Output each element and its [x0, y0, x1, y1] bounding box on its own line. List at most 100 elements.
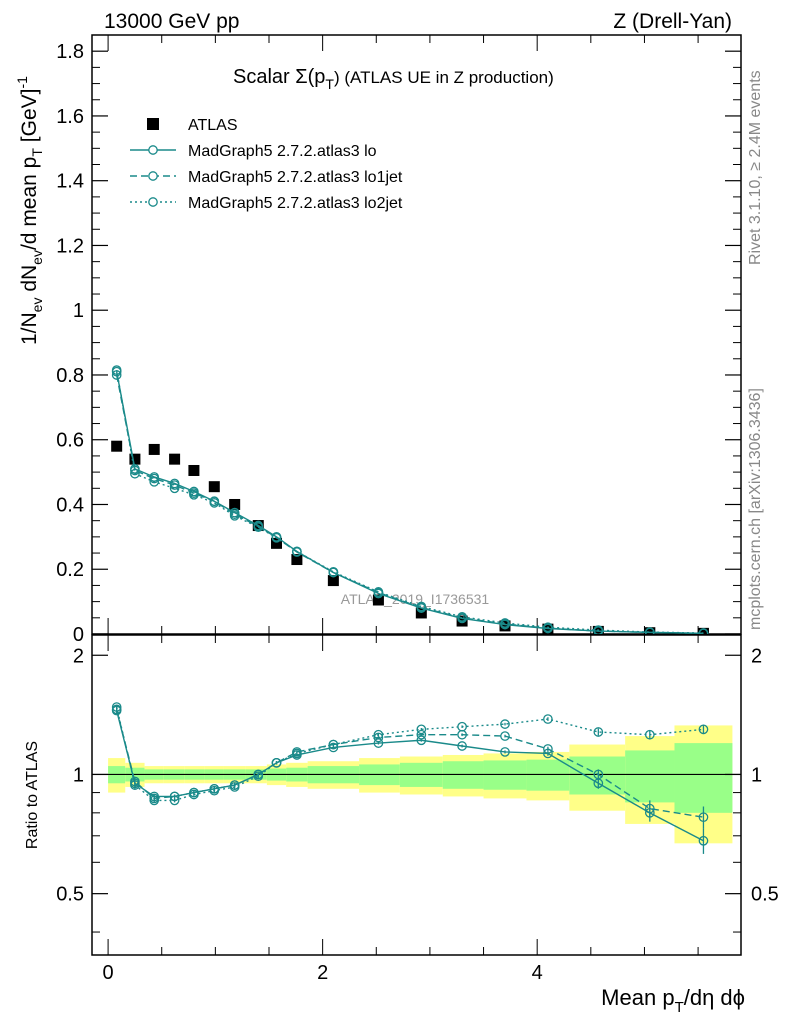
y-tick-label: 0.2: [56, 559, 84, 581]
legend-marker-dotted: [148, 197, 158, 207]
x-tick-label: 2: [317, 962, 328, 984]
main-frame: [91, 34, 742, 635]
mc-point-dotted: [373, 587, 384, 597]
legend-marker-dashed: [148, 171, 158, 181]
y-tick-label: 0.8: [56, 365, 84, 387]
ratio-point-solid: [500, 747, 510, 757]
mc-point-dotted: [209, 498, 220, 508]
x-tick-label: 0: [103, 962, 114, 984]
ratio-point-dotted: [292, 748, 302, 759]
atlas-data-point: [111, 440, 123, 452]
atlas-data-point: [169, 453, 181, 465]
legend-marker-atlas: [147, 118, 159, 130]
ratio-point-dotted: [189, 789, 199, 800]
ratio-point-dotted: [229, 782, 240, 792]
ratio-y-tick-label: 1: [73, 764, 84, 786]
ratio-point-dotted: [111, 702, 122, 712]
ratio-point-dotted: [500, 719, 510, 729]
legend-label: MadGraph5 2.7.2.atlas3 lo1jet: [188, 169, 403, 186]
mc-line-dotted: [115, 369, 704, 634]
mc-point-dotted: [593, 625, 604, 634]
ratio-point-dotted: [149, 795, 160, 806]
ratio-point-solid: [457, 741, 467, 751]
mc-point-dotted: [292, 546, 302, 557]
y-tick-label: 0.4: [56, 494, 84, 516]
y-tick-label: 1.8: [56, 41, 84, 63]
mc-point-dotted: [328, 566, 339, 577]
header-right: Z (Drell-Yan): [613, 10, 732, 33]
legend: ATLAS MadGraph5 2.7.2.atlas3 lo MadGraph5 …: [130, 117, 403, 212]
ratio-y-tick-label-right: 0.5: [751, 884, 779, 906]
band-inner-bin: [625, 750, 675, 803]
band-inner-bin: [674, 743, 733, 813]
ratio-point-dashed: [698, 812, 709, 823]
rivet-label: Rivet 3.1.10, ≥ 2.4M events: [747, 70, 764, 265]
legend-marker-solid: [148, 145, 158, 155]
ratio-point-dashed: [644, 803, 655, 814]
ratio-axis-ticks: 0.5 0.5 1 1 2 2 0 2 4: [56, 635, 779, 984]
y-tick-label: 1: [73, 300, 84, 322]
mc-point-dotted: [229, 510, 240, 521]
atlas-data-point: [208, 481, 220, 493]
mc-point-dotted: [416, 601, 427, 612]
mc-point-dashed: [149, 473, 160, 484]
ratio-y-tick-label-right: 1: [751, 764, 762, 786]
atlas-data-point: [291, 554, 303, 566]
atlas-data-point: [148, 443, 160, 455]
mc-point-dotted: [500, 618, 510, 628]
main-axis-ticks: 0 0.2 0.4 0.6 0.8 1 1.2 1.4 1.6 1.8: [56, 35, 741, 646]
main-title: Scalar Σ(pT) (ATLAS UE in Z production): [233, 66, 554, 92]
legend-label: ATLAS: [188, 117, 238, 134]
ratio-point-dashed: [500, 731, 510, 741]
ratio-point-dotted: [373, 729, 384, 740]
ratio-point-dotted: [457, 721, 467, 732]
legend-label: MadGraph5 2.7.2.atlas3 lo2jet: [188, 195, 403, 212]
mc-point-dotted: [253, 522, 264, 533]
ratio-point-dashed: [373, 732, 384, 743]
mc-point-dotted: [130, 468, 140, 479]
y-tick-label: 0: [73, 624, 84, 646]
ratio-frame: [91, 634, 742, 956]
ratio-y-tick-label: 2: [73, 645, 84, 667]
ratio-uncertainty-bands: [108, 725, 733, 844]
x-axis-label: Mean pT/dη dϕ: [601, 985, 745, 1016]
ratio-series: [111, 702, 709, 854]
mc-point-dotted: [457, 611, 467, 622]
mc-point-dotted: [644, 627, 655, 634]
mc-point-dotted: [189, 489, 199, 500]
legend-label: MadGraph5 2.7.2.atlas3 lo: [188, 143, 377, 160]
ratio-point-dashed: [543, 744, 553, 754]
header-left: 13000 GeV pp: [104, 10, 239, 33]
x-tick-label: 4: [532, 962, 543, 984]
ratio-point-solid: [698, 835, 709, 846]
mcplots-label: mcplots.cern.ch [arXiv:1306.3436]: [747, 388, 764, 630]
atlas-data-point: [499, 620, 511, 632]
atlas-data-point: [415, 607, 427, 619]
atlas-data-point: [229, 498, 241, 510]
main-y-axis-label: 1/Nev dNev/d mean pT [GeV]-1: [14, 76, 45, 345]
ratio-point-dotted: [130, 780, 140, 790]
ratio-point-dotted: [271, 757, 282, 768]
atlas-data-point: [271, 537, 283, 549]
mc-point-dotted: [271, 532, 282, 543]
y-tick-label: 1.4: [56, 171, 84, 193]
band-inner-bin: [483, 760, 527, 790]
ratio-y-tick-label: 0.5: [56, 884, 84, 906]
ratio-point-dotted: [698, 724, 709, 735]
atlas-data-point: [327, 575, 339, 587]
ratio-point-dotted: [593, 727, 604, 737]
ratio-point-dashed: [593, 769, 604, 780]
ratio-point-dotted: [169, 795, 180, 806]
y-tick-label: 1.6: [56, 106, 84, 128]
atlas-data-point: [129, 453, 141, 465]
mc-point-dotted: [169, 483, 180, 494]
y-tick-label: 1.2: [56, 235, 84, 257]
ratio-point-dotted: [416, 724, 427, 735]
mc-point-dotted: [698, 628, 709, 634]
band-inner-bin: [569, 756, 626, 795]
mc-point-dotted: [149, 476, 160, 487]
mc-point-dotted: [543, 622, 553, 633]
ratio-point-dotted: [543, 714, 553, 724]
mc-point-dashed: [130, 465, 140, 476]
